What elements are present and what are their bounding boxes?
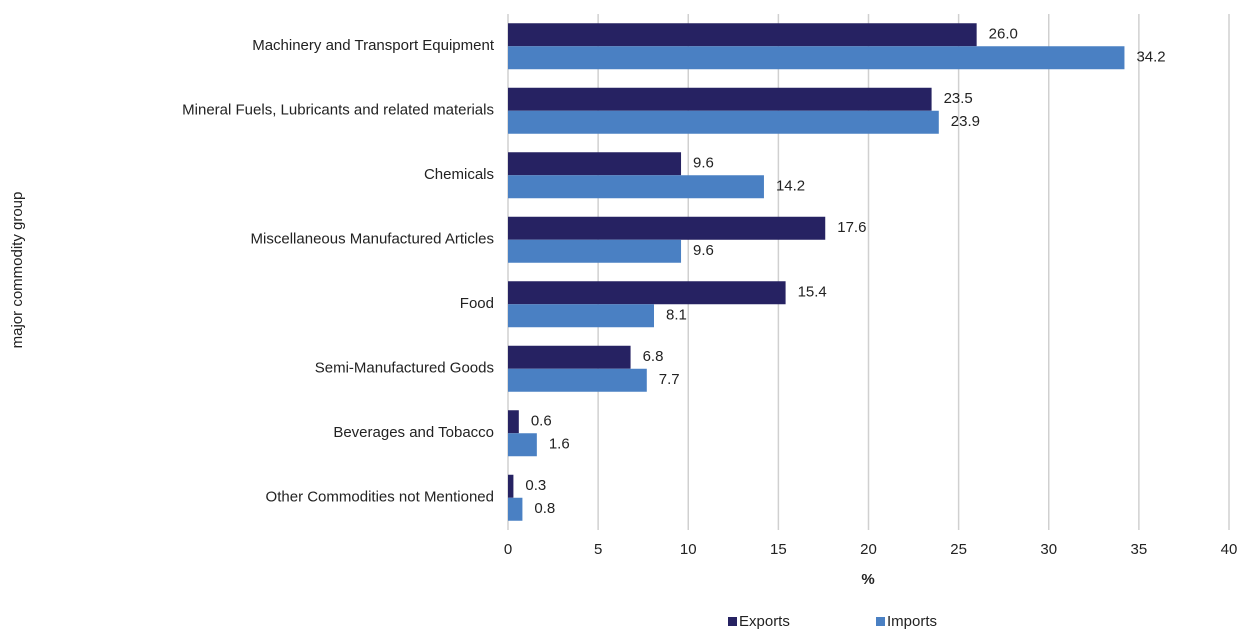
data-label: 14.2 bbox=[776, 178, 805, 195]
bar bbox=[508, 281, 786, 305]
bar bbox=[508, 23, 977, 47]
data-label: 0.6 bbox=[531, 413, 552, 430]
bar bbox=[508, 345, 631, 369]
data-label: 23.9 bbox=[951, 113, 980, 130]
data-label: 0.8 bbox=[534, 500, 555, 517]
x-tick-label: 20 bbox=[860, 541, 877, 558]
bar bbox=[508, 216, 826, 240]
x-tick-label: 40 bbox=[1221, 541, 1238, 558]
y-tick-label: Beverages and Tobacco bbox=[333, 424, 494, 441]
bar bbox=[508, 46, 1125, 70]
x-tick-label: 25 bbox=[950, 541, 967, 558]
y-tick-label: Miscellaneous Manufactured Articles bbox=[251, 231, 494, 248]
data-label: 7.7 bbox=[659, 371, 680, 388]
data-label: 23.5 bbox=[944, 90, 973, 107]
x-tick-label: 30 bbox=[1040, 541, 1057, 558]
data-label: 17.6 bbox=[837, 219, 866, 236]
bar bbox=[508, 497, 523, 521]
legend-label: Exports bbox=[739, 613, 790, 630]
y-tick-label: Chemicals bbox=[424, 166, 494, 183]
legend-swatch bbox=[876, 617, 885, 626]
x-tick-label: 10 bbox=[680, 541, 697, 558]
y-tick-label: Food bbox=[460, 295, 494, 312]
bar bbox=[508, 474, 514, 498]
bar bbox=[508, 87, 932, 111]
data-label: 34.2 bbox=[1136, 49, 1165, 66]
data-label: 15.4 bbox=[798, 284, 827, 301]
x-tick-label: 15 bbox=[770, 541, 787, 558]
data-label: 26.0 bbox=[989, 26, 1018, 43]
data-label: 8.1 bbox=[666, 307, 687, 324]
bar bbox=[508, 433, 537, 457]
y-tick-label: Machinery and Transport Equipment bbox=[252, 37, 495, 54]
x-tick-label: 5 bbox=[594, 541, 602, 558]
x-tick-label: 35 bbox=[1131, 541, 1148, 558]
data-label: 9.6 bbox=[693, 242, 714, 259]
legend-label: Imports bbox=[887, 613, 937, 630]
y-tick-label: Semi-Manufactured Goods bbox=[315, 360, 494, 377]
bar bbox=[508, 304, 655, 328]
data-label: 9.6 bbox=[693, 155, 714, 172]
bar bbox=[508, 175, 764, 199]
bar bbox=[508, 368, 647, 392]
bar bbox=[508, 152, 682, 176]
y-tick-label: Other Commodities not Mentioned bbox=[266, 489, 494, 506]
bar bbox=[508, 410, 519, 434]
data-label: 6.8 bbox=[643, 348, 664, 365]
data-label: 0.3 bbox=[525, 477, 546, 494]
legend-swatch bbox=[728, 617, 737, 626]
y-axis-label: major commodity group bbox=[9, 192, 26, 349]
bar bbox=[508, 239, 682, 263]
x-axis-label: % bbox=[861, 571, 874, 588]
x-tick-label: 0 bbox=[504, 541, 512, 558]
y-tick-label: Mineral Fuels, Lubricants and related ma… bbox=[182, 102, 494, 119]
bar bbox=[508, 110, 939, 134]
data-label: 1.6 bbox=[549, 436, 570, 453]
